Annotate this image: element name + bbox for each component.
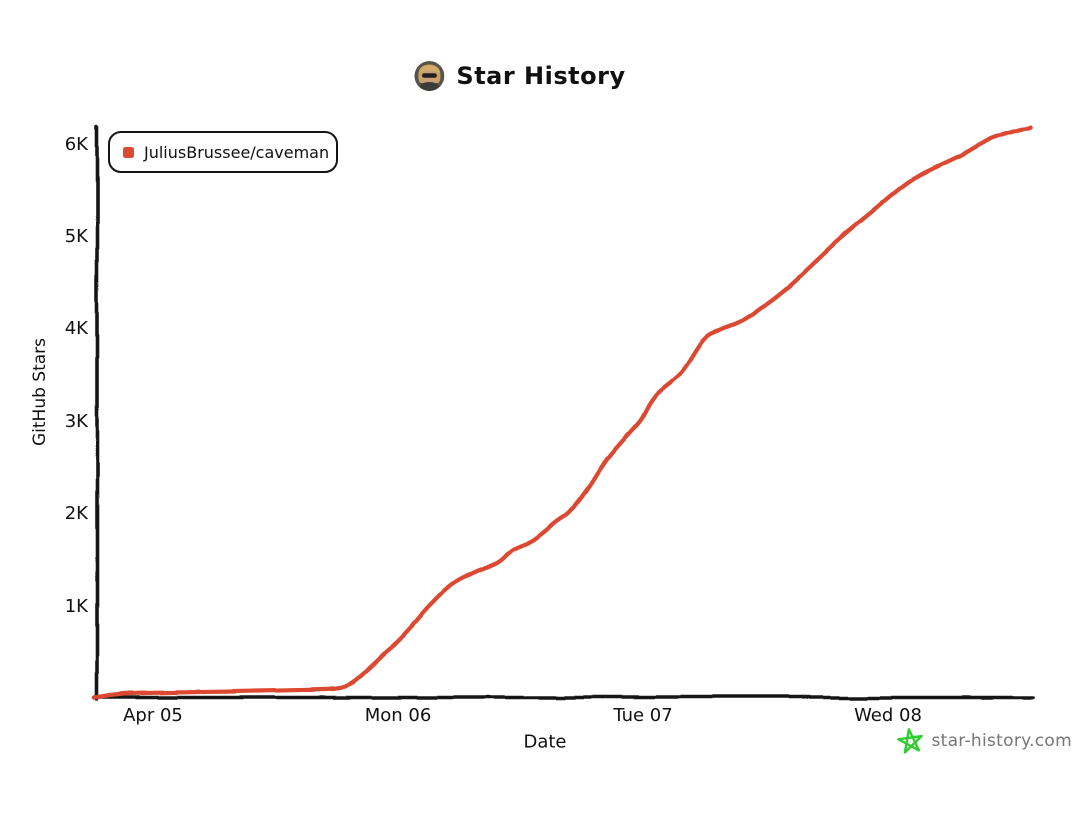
series-line-juliusbrussee-caveman[interactable]: [92, 124, 1033, 700]
y-tick-label: 1K: [64, 595, 88, 617]
legend-marker[interactable]: [123, 146, 134, 158]
legend-item-label[interactable]: JuliusBrussee/caveman: [144, 142, 330, 162]
x-tick-label: Wed 08: [854, 705, 922, 726]
y-tick-label: 4K: [64, 318, 88, 340]
page-title: Star History: [456, 62, 626, 90]
y-tick-label: 5K: [64, 226, 88, 247]
y-tick-label: 6K: [64, 133, 88, 155]
legend: JuliusBrussee/caveman: [108, 131, 338, 173]
y-tick-label: 2K: [64, 503, 88, 525]
watermark-label: star-history.com: [931, 731, 1072, 751]
x-tick-label: Mon 06: [364, 705, 432, 726]
avatar: [414, 61, 445, 91]
chart-header: Star History: [414, 61, 625, 91]
watermark: star-history.com: [897, 727, 1072, 755]
star-icon: [897, 728, 924, 754]
y-tick-label: 3K: [64, 410, 88, 432]
x-tick-label: Apr 05: [123, 705, 183, 726]
x-tick-label: Tue 07: [613, 705, 673, 726]
x-axis-title: Date: [523, 731, 567, 753]
avatar-image: [414, 61, 445, 91]
